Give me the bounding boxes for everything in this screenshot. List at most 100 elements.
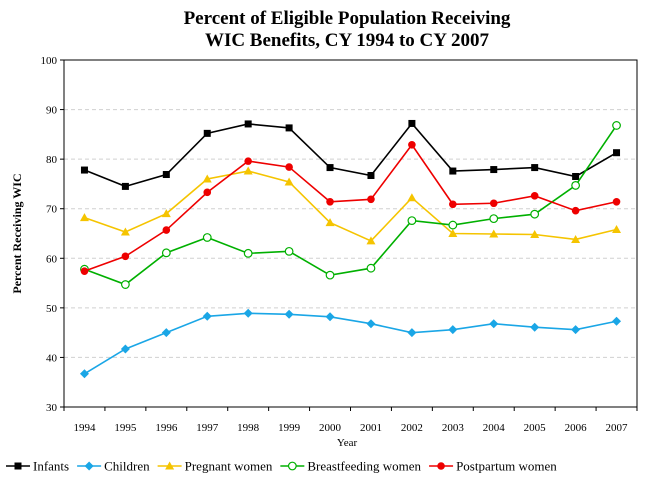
data-point-infants (80, 166, 88, 174)
data-point-infants (613, 149, 621, 157)
data-point-children (79, 369, 89, 379)
data-point-breastfeeding-women (489, 214, 499, 224)
data-point-children (407, 328, 417, 338)
x-tick-label: 1999 (278, 422, 301, 434)
data-point-infants (531, 164, 539, 172)
x-tick-label: 2001 (360, 422, 382, 434)
x-tick-label: 1998 (237, 422, 260, 434)
y-tick-label: 60 (46, 253, 58, 265)
series-line-infants (84, 122, 617, 188)
data-point-infants (408, 119, 416, 127)
data-point-children (571, 325, 581, 335)
series-infants (80, 119, 621, 190)
y-tick-label: 90 (46, 105, 58, 117)
legend: Infants Children Pregnant women Breastfeedi… (6, 459, 557, 474)
data-point-pregnant-women (243, 166, 253, 175)
data-point-pregnant-women (120, 227, 130, 236)
legend-item-infants: Infants (6, 459, 69, 474)
x-axis: 1994 1995 1996 1997 1998 1999 2000 2001 2002 2003… (63, 407, 638, 434)
legend-marker (84, 461, 94, 471)
legend-marker (437, 462, 445, 470)
data-point-infants (244, 120, 252, 128)
data-point-pregnant-women (202, 174, 212, 183)
data-point-breastfeeding-women (284, 246, 294, 256)
x-axis-label: Year (337, 437, 358, 449)
data-point-postpartum-women (367, 195, 375, 204)
data-point-breastfeeding-women (243, 248, 253, 258)
x-tick-label: 1997 (196, 422, 219, 434)
data-point-infants (162, 171, 170, 179)
x-tick-label: 1996 (155, 422, 178, 434)
y-tick-label: 100 (41, 55, 58, 67)
y-tick-label: 40 (46, 352, 58, 364)
data-point-children (530, 322, 540, 332)
legend-item-breastfeeding-women: Breastfeeding women (280, 459, 422, 474)
data-point-postpartum-women (530, 192, 539, 200)
data-point-postpartum-women (571, 206, 580, 215)
data-point-infants (367, 172, 375, 180)
data-point-infants (203, 129, 211, 137)
series-line-postpartum-women (84, 143, 617, 272)
series-line-breastfeeding-women (84, 124, 618, 286)
data-point-breastfeeding-women (407, 216, 417, 226)
data-point-breastfeeding-women (120, 280, 130, 289)
data-point-breastfeeding-women (448, 220, 458, 230)
x-tick-label: 2003 (442, 422, 465, 434)
x-tick-label: 2002 (401, 422, 423, 434)
data-point-postpartum-women (408, 140, 416, 149)
chart-title-line-2: WIC Benefits, CY 1994 to CY 2007 (205, 30, 490, 51)
y-tick-label: 30 (46, 402, 58, 414)
data-point-children (161, 328, 171, 338)
legend-marker (287, 461, 297, 471)
data-point-postpartum-women (489, 199, 498, 208)
chart-title: Percent of Eligible Population Receiving… (184, 8, 511, 51)
x-tick-label: 1995 (114, 422, 137, 434)
data-point-children (202, 311, 212, 321)
data-point-postpartum-women (80, 267, 89, 275)
data-point-children (243, 308, 253, 318)
legend-marker (165, 461, 175, 470)
data-point-pregnant-women (161, 209, 171, 218)
plot-area (63, 59, 638, 408)
data-point-postpartum-women (612, 197, 621, 206)
data-point-pregnant-women (530, 229, 540, 238)
data-point-breastfeeding-women (161, 248, 171, 258)
data-point-pregnant-women (407, 193, 417, 202)
legend-label: Pregnant women (185, 459, 273, 474)
y-tick-label: 50 (46, 303, 58, 315)
legend-label: Infants (33, 459, 69, 474)
series-layer (79, 119, 622, 379)
x-tick-label: 2007 (606, 422, 629, 434)
data-point-postpartum-women (121, 252, 130, 261)
x-tick-label: 2006 (565, 422, 588, 434)
data-point-children (366, 319, 376, 329)
legend-marker (14, 462, 22, 470)
series-children (79, 308, 622, 379)
data-point-breastfeeding-women (202, 233, 212, 242)
data-point-pregnant-women (79, 213, 89, 222)
data-point-breastfeeding-women (530, 209, 540, 219)
y-tick-label: 80 (46, 154, 58, 166)
series-breastfeeding-women (80, 121, 621, 289)
data-point-children (284, 309, 294, 319)
x-tick-label: 2004 (483, 422, 506, 434)
x-tick-label: 1994 (73, 422, 96, 434)
data-point-pregnant-women (571, 234, 581, 243)
data-point-infants (326, 164, 334, 172)
legend-label: Children (104, 459, 150, 474)
data-point-children (489, 319, 499, 329)
data-point-postpartum-women (244, 157, 252, 165)
data-point-pregnant-women (366, 236, 376, 245)
data-point-postpartum-women (203, 188, 212, 197)
y-axis-label: Percent Receiving WIC (10, 173, 24, 293)
data-point-breastfeeding-women (366, 263, 376, 273)
data-point-infants (121, 182, 129, 190)
data-point-postpartum-women (285, 163, 293, 171)
series-pregnant-women (79, 166, 622, 245)
x-tick-label: 2000 (319, 422, 342, 434)
x-tick-label: 2005 (524, 422, 547, 434)
legend-item-postpartum-women: Postpartum women (429, 459, 557, 474)
data-point-infants (449, 167, 457, 175)
legend-item-children: Children (77, 459, 150, 474)
